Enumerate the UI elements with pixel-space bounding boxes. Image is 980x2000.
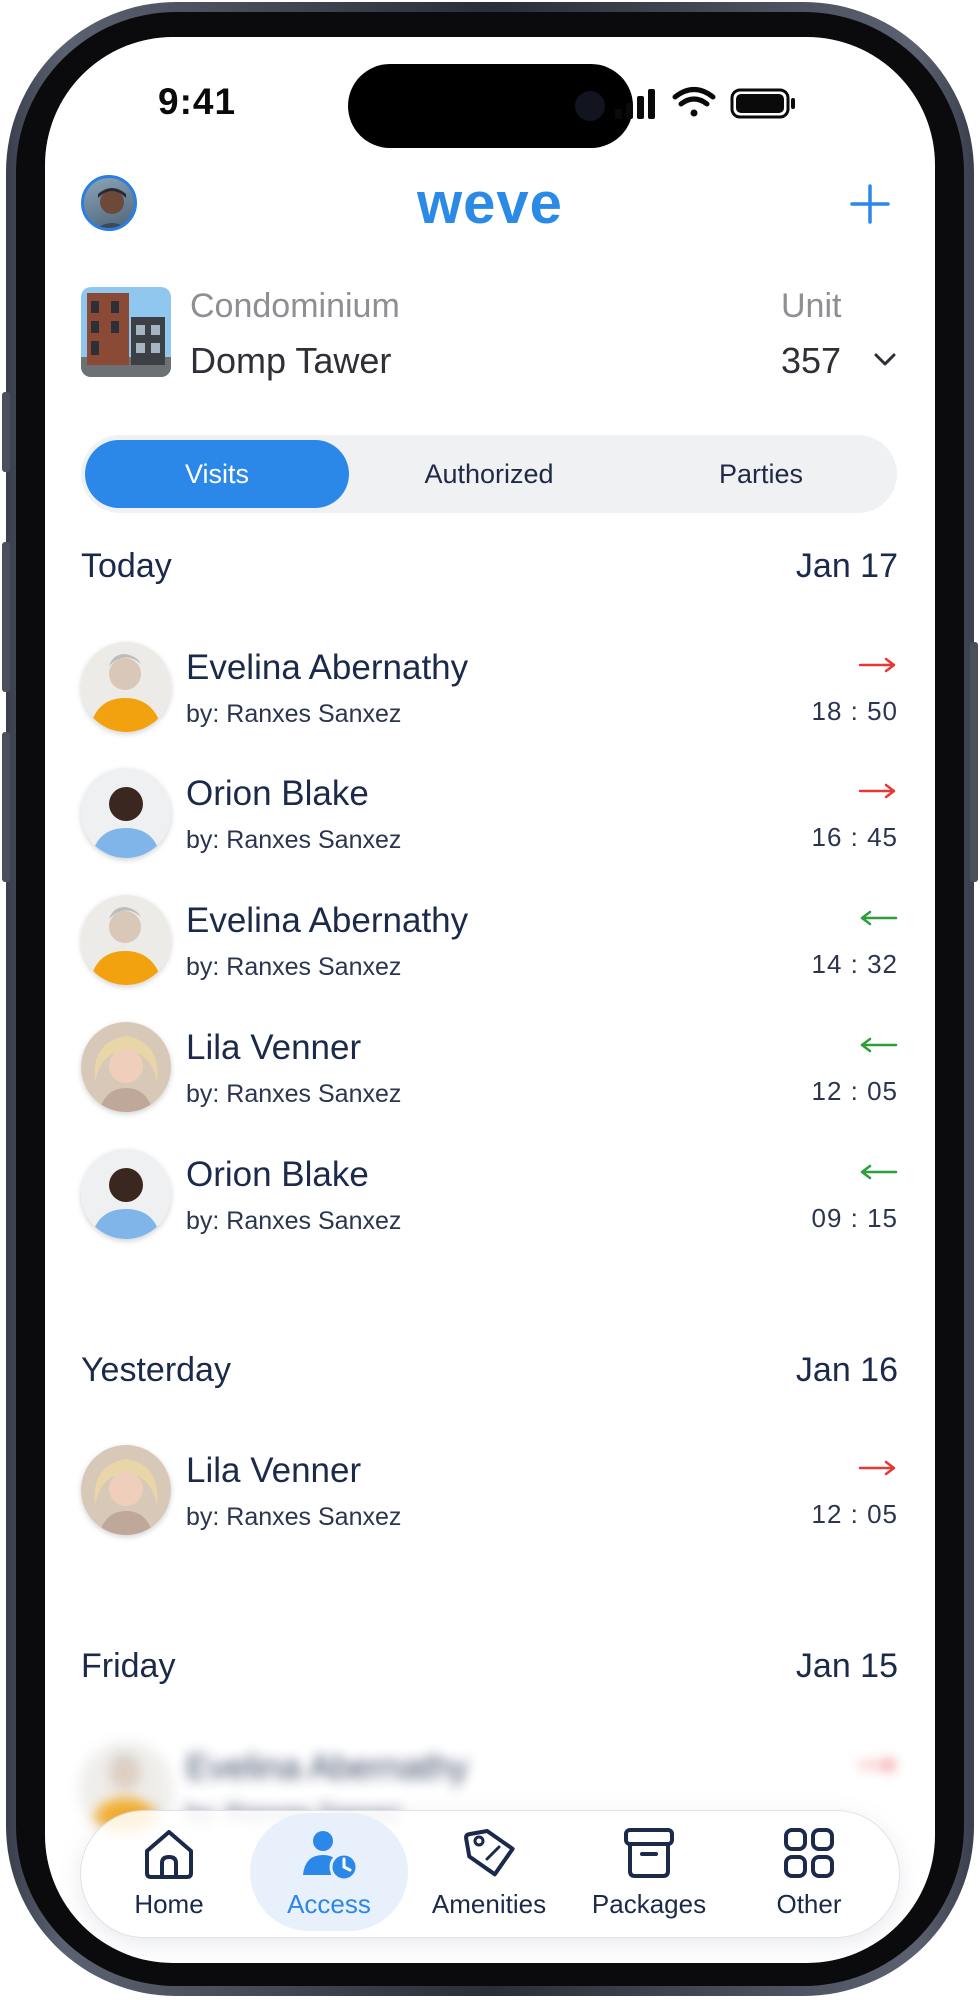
home-icon [145, 1830, 193, 1879]
tab-parties[interactable]: Parties [718, 458, 804, 489]
section-date: Jan 15 [795, 1647, 898, 1685]
list-item[interactable]: Evelina Abernathy by: Ranxes Sanxez 18 :… [81, 642, 898, 738]
visit-time: 09 : 15 [811, 1203, 898, 1233]
visit-time: 12 : 05 [811, 1499, 898, 1529]
tab-access-label: Access [287, 1889, 371, 1919]
power-button [970, 642, 978, 882]
unit-label: Unit [781, 287, 842, 325]
tab-amenities[interactable]: Amenities [409, 1811, 569, 1937]
chevron-down-icon[interactable] [872, 349, 898, 369]
volume-up-button [2, 542, 10, 692]
registered-by: by: Ranxes Sanxez [186, 1207, 402, 1235]
tab-other-label: Other [776, 1889, 842, 1919]
tag-icon [464, 1828, 515, 1877]
visit-time: 18 : 50 [811, 696, 898, 726]
wifi-icon [672, 87, 716, 117]
status-icons [615, 87, 795, 119]
grid-icon [784, 1828, 834, 1878]
visitor-name: Lila Venner [186, 1451, 362, 1490]
segmented-control: Visits Authorized Parties [81, 435, 897, 513]
section-date: Jan 16 [795, 1351, 898, 1389]
registered-by: by: Ranxes Sanxez [186, 700, 402, 728]
condominium-name[interactable]: Domp Tawer [190, 340, 392, 381]
plus-icon[interactable] [847, 181, 893, 227]
section-title: Yesterday [81, 1351, 231, 1389]
tab-amenities-label: Amenities [431, 1889, 547, 1919]
visitor-avatar [81, 1445, 171, 1535]
arrow-right-icon [858, 783, 896, 799]
tab-access[interactable]: Access [249, 1811, 409, 1937]
visitor-avatar [81, 1149, 171, 1239]
visitor-name: Orion Blake [186, 774, 369, 813]
visitor-name: Orion Blake [186, 1155, 369, 1194]
app-logo: weve [417, 171, 563, 236]
building-thumbnail [81, 287, 171, 377]
bottom-tab-bar: Home Access Amenities [81, 1811, 899, 1937]
section-title: Today [81, 547, 172, 585]
list-item[interactable]: Orion Blake by: Ranxes Sanxez 09 : 15 [81, 1149, 898, 1245]
visitor-name: Evelina Abernathy [186, 901, 469, 940]
arrow-right-icon [858, 1757, 896, 1773]
tab-packages-label: Packages [591, 1889, 707, 1919]
visitor-name: Evelina Abernathy [186, 1748, 469, 1787]
profile-avatar[interactable] [81, 175, 137, 231]
registered-by: by: Ranxes Sanxez [186, 1080, 402, 1108]
visitor-avatar [81, 895, 171, 985]
list-item[interactable]: Orion Blake by: Ranxes Sanxez 16 : 45 [81, 768, 898, 864]
condominium-label: Condominium [190, 287, 400, 325]
list-item[interactable]: Evelina Abernathy by: Ranxes Sanxez 14 :… [81, 895, 898, 991]
visitor-name: Lila Venner [186, 1028, 362, 1067]
registered-by: by: Ranxes Sanxez [186, 953, 402, 981]
arrow-left-icon [860, 910, 898, 926]
visit-time: 12 : 05 [811, 1076, 898, 1106]
user-clock-icon [303, 1831, 359, 1882]
status-time: 9:41 [158, 81, 237, 122]
silent-switch [2, 392, 10, 472]
registered-by: by: Ranxes Sanxez [186, 1503, 402, 1531]
tab-other[interactable]: Other [729, 1811, 889, 1937]
tab-authorized[interactable]: Authorized [424, 458, 554, 489]
battery-icon [730, 88, 795, 119]
visitor-avatar [81, 768, 171, 858]
signal-icon [615, 89, 655, 119]
unit-number[interactable]: 357 [781, 340, 842, 381]
visitor-name: Evelina Abernathy [186, 648, 469, 687]
section-title: Friday [81, 1647, 176, 1685]
list-item[interactable]: Lila Venner by: Ranxes Sanxez 12 : 05 [81, 1445, 898, 1541]
dynamic-island [348, 64, 633, 148]
registered-by: by: Ranxes Sanxez [186, 826, 402, 854]
visitor-avatar [81, 642, 171, 732]
arrow-left-icon [860, 1037, 898, 1053]
volume-down-button [2, 732, 10, 882]
list-item[interactable]: Lila Venner by: Ranxes Sanxez 12 : 05 [81, 1022, 898, 1118]
visit-time: 16 : 45 [811, 822, 898, 852]
app-screen: 9:41 weve [45, 37, 935, 1963]
tab-home-label: Home [134, 1889, 204, 1919]
tab-packages[interactable]: Packages [569, 1811, 729, 1937]
box-icon [624, 1828, 674, 1878]
visitor-avatar [81, 1022, 171, 1112]
section-date: Jan 17 [795, 547, 898, 585]
visit-time: 14 : 32 [811, 949, 898, 979]
arrow-right-icon [858, 1460, 896, 1476]
arrow-right-icon [858, 657, 896, 673]
arrow-left-icon [860, 1164, 898, 1180]
tab-visits[interactable]: Visits [85, 440, 349, 508]
tab-home[interactable]: Home [89, 1811, 249, 1937]
